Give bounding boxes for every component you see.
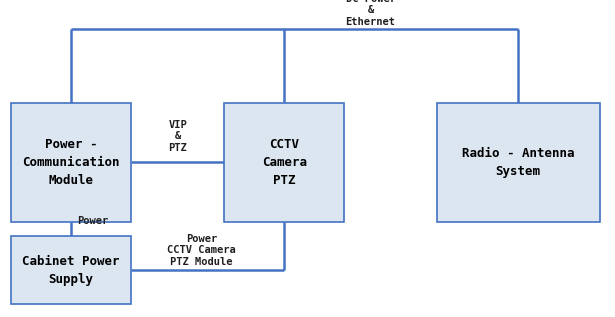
Text: Cabinet Power
Supply: Cabinet Power Supply [22,255,120,286]
FancyBboxPatch shape [11,103,131,222]
Text: VIP
&
PTZ: VIP & PTZ [169,120,187,153]
FancyBboxPatch shape [437,103,600,222]
Text: Power
CCTV Camera
PTZ Module: Power CCTV Camera PTZ Module [167,234,236,267]
Text: Power -
Communication
Module: Power - Communication Module [22,138,120,187]
Text: CCTV
Camera
PTZ: CCTV Camera PTZ [262,138,307,187]
FancyBboxPatch shape [11,236,131,304]
FancyBboxPatch shape [224,103,344,222]
Text: Power: Power [77,216,108,226]
Text: Radio - Antenna
System: Radio - Antenna System [462,147,574,178]
Text: DC Power
&
Ethernet: DC Power & Ethernet [346,0,395,27]
